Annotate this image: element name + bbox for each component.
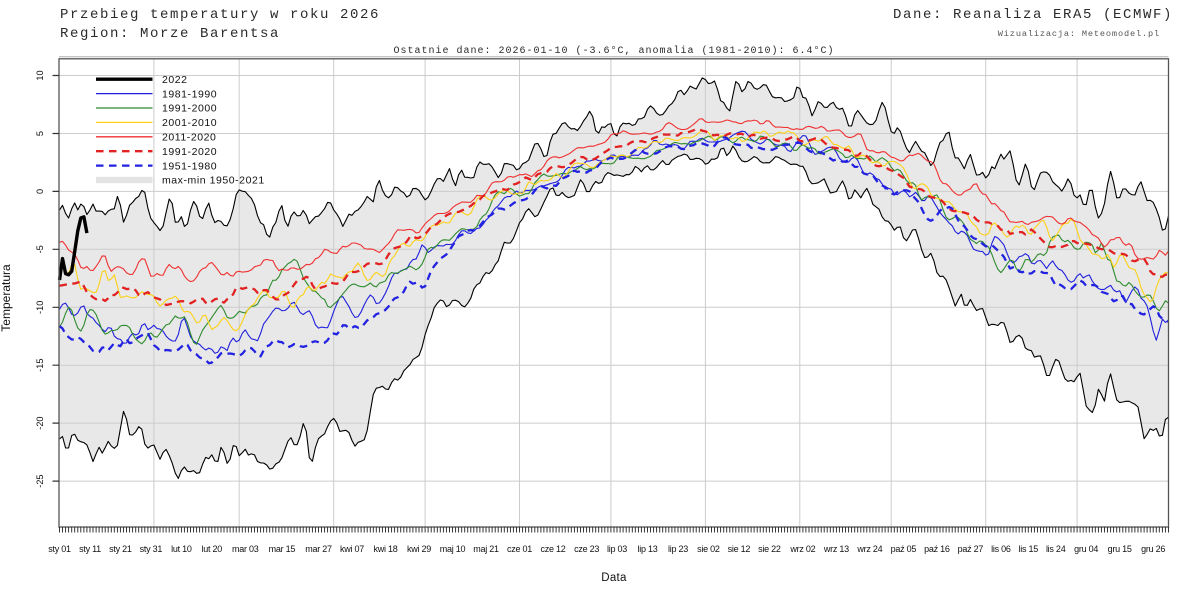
svg-text:lip 03: lip 03 bbox=[607, 544, 627, 554]
svg-text:Region: Morze Barentsa: Region: Morze Barentsa bbox=[60, 26, 280, 42]
svg-text:-10: -10 bbox=[35, 301, 45, 314]
svg-text:kwi 29: kwi 29 bbox=[407, 544, 431, 554]
svg-text:Temperatura: Temperatura bbox=[0, 264, 13, 332]
svg-text:lis 24: lis 24 bbox=[1046, 544, 1066, 554]
svg-text:cze 01: cze 01 bbox=[507, 544, 532, 554]
svg-text:kwi 18: kwi 18 bbox=[373, 544, 397, 554]
svg-text:lis 15: lis 15 bbox=[1019, 544, 1039, 554]
svg-text:-20: -20 bbox=[35, 416, 45, 429]
svg-text:Wizualizacja: Meteomodel.pl: Wizualizacja: Meteomodel.pl bbox=[998, 29, 1160, 39]
svg-text:sie 02: sie 02 bbox=[697, 544, 720, 554]
svg-text:mar 03: mar 03 bbox=[232, 544, 259, 554]
svg-text:maj 10: maj 10 bbox=[440, 544, 466, 554]
svg-text:lut 20: lut 20 bbox=[202, 544, 223, 554]
svg-text:Ostatnie dane: 2026-01-10 (-3.: Ostatnie dane: 2026-01-10 (-3.6°C, anoma… bbox=[393, 45, 834, 57]
svg-text:2001-2010: 2001-2010 bbox=[162, 117, 217, 129]
svg-text:5: 5 bbox=[35, 131, 45, 136]
svg-text:sie 12: sie 12 bbox=[728, 544, 751, 554]
svg-text:lis 06: lis 06 bbox=[991, 544, 1011, 554]
svg-text:Data: Data bbox=[601, 572, 627, 584]
svg-text:1951-1980: 1951-1980 bbox=[162, 160, 217, 172]
svg-text:-25: -25 bbox=[35, 474, 45, 487]
svg-text:1991-2020: 1991-2020 bbox=[162, 146, 217, 158]
svg-text:lip 13: lip 13 bbox=[637, 544, 657, 554]
svg-text:paź 16: paź 16 bbox=[924, 544, 950, 554]
svg-text:sty 11: sty 11 bbox=[79, 544, 101, 554]
svg-text:sty 01: sty 01 bbox=[48, 544, 71, 554]
svg-text:gru 04: gru 04 bbox=[1074, 544, 1098, 554]
svg-text:sty 21: sty 21 bbox=[109, 544, 132, 554]
svg-text:1991-2000: 1991-2000 bbox=[162, 103, 217, 115]
svg-text:wrz 24: wrz 24 bbox=[856, 544, 882, 554]
svg-text:max-min 1950-2021: max-min 1950-2021 bbox=[162, 175, 265, 187]
svg-text:paź 05: paź 05 bbox=[891, 544, 917, 554]
svg-text:wrz 02: wrz 02 bbox=[789, 544, 815, 554]
svg-text:kwi 07: kwi 07 bbox=[340, 544, 364, 554]
svg-text:2022: 2022 bbox=[162, 74, 188, 86]
svg-text:gru 15: gru 15 bbox=[1108, 544, 1132, 554]
svg-text:gru 26: gru 26 bbox=[1141, 544, 1165, 554]
svg-text:-5: -5 bbox=[35, 245, 45, 253]
svg-text:sie 22: sie 22 bbox=[758, 544, 781, 554]
svg-text:cze 12: cze 12 bbox=[540, 544, 565, 554]
svg-text:lip 23: lip 23 bbox=[668, 544, 688, 554]
svg-text:-15: -15 bbox=[35, 359, 45, 372]
svg-text:Dane: Reanaliza ERA5 (ECMWF): Dane: Reanaliza ERA5 (ECMWF) bbox=[893, 7, 1173, 23]
svg-text:cze 23: cze 23 bbox=[574, 544, 599, 554]
svg-text:paź 27: paź 27 bbox=[958, 544, 984, 554]
svg-text:lut 10: lut 10 bbox=[171, 544, 192, 554]
svg-text:Przebieg temperatury w roku 20: Przebieg temperatury w roku 2026 bbox=[60, 7, 380, 23]
svg-text:mar 27: mar 27 bbox=[305, 544, 332, 554]
svg-text:mar 15: mar 15 bbox=[269, 544, 296, 554]
svg-text:sty 31: sty 31 bbox=[140, 544, 163, 554]
svg-text:1981-1990: 1981-1990 bbox=[162, 88, 217, 100]
svg-text:wrz 13: wrz 13 bbox=[823, 544, 849, 554]
svg-text:10: 10 bbox=[35, 70, 45, 80]
svg-text:2011-2020: 2011-2020 bbox=[162, 132, 216, 144]
svg-text:maj 21: maj 21 bbox=[473, 544, 499, 554]
svg-text:0: 0 bbox=[35, 189, 45, 194]
